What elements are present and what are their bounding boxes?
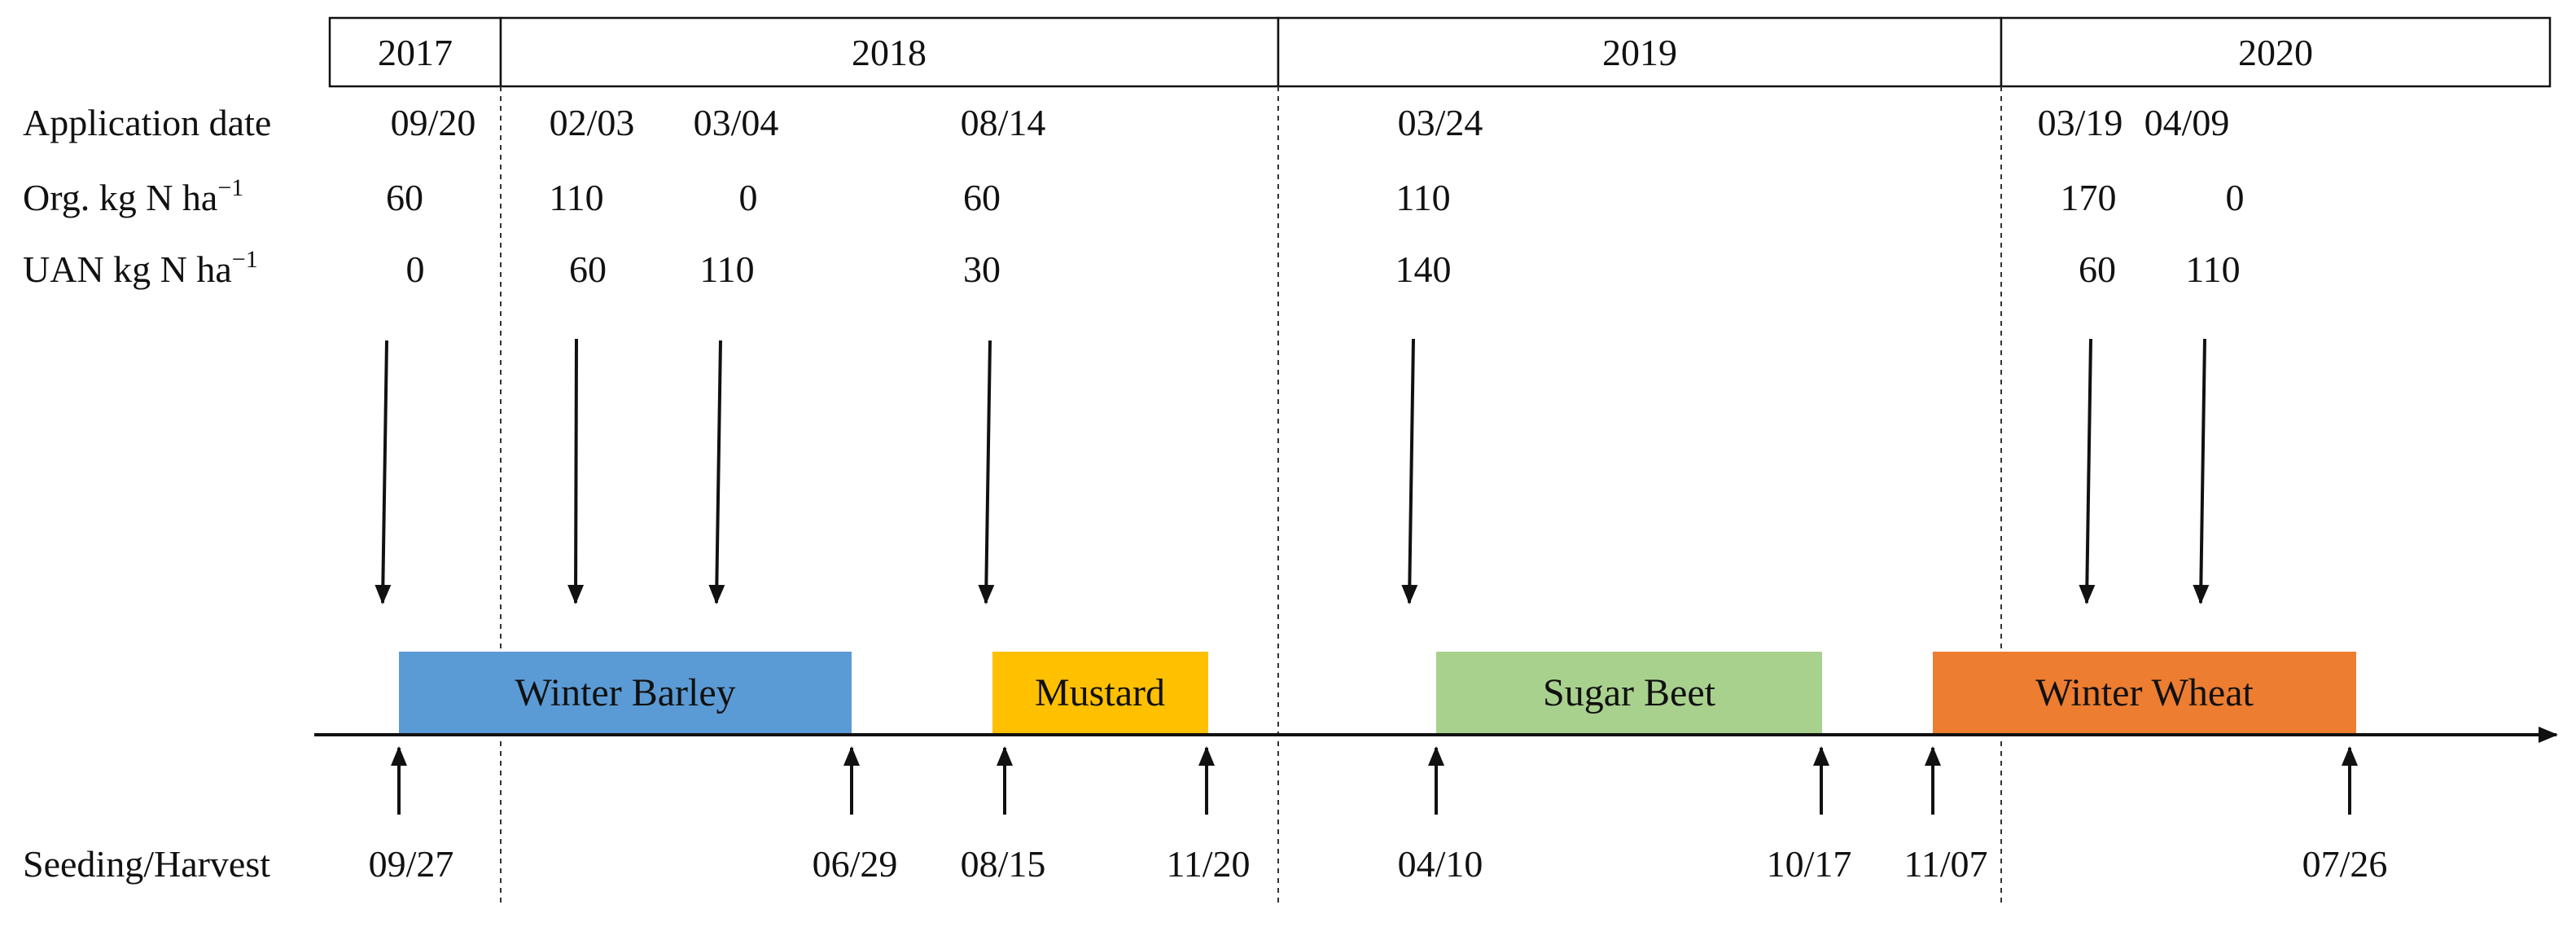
seeding-harvest-date: 09/27 [369, 843, 454, 885]
crop-label-winter-barley: Winter Barley [515, 671, 735, 714]
year-box-2018 [499, 16, 1280, 88]
application-arrow [1401, 338, 1418, 604]
uan-n-value: 30 [963, 248, 1001, 290]
org-n-value: 0 [739, 177, 758, 218]
year-label-2019: 2019 [1602, 32, 1677, 73]
application-arrow [375, 340, 392, 604]
seeding-harvest-arrows [391, 746, 2358, 815]
org-n-value: 110 [1395, 177, 1450, 218]
crop-label-winter-wheat: Winter Wheat [2035, 671, 2254, 714]
org-n-label-prefix: Org. kg N ha [23, 177, 217, 218]
uan-n-value: 140 [1395, 248, 1452, 290]
uan-n-value: 60 [569, 248, 607, 290]
application-arrow [2079, 338, 2096, 604]
row-labels: Application date Org. kg N ha−1 UAN kg N… [23, 102, 271, 885]
org-n-value: 170 [2061, 177, 2117, 218]
uan-n-label: UAN kg N ha−1 [23, 246, 258, 290]
crop-bars: Winter Barley Mustard Sugar Beet Winter … [399, 652, 2356, 735]
year-box-2019 [1277, 16, 2003, 88]
application-arrow [2193, 338, 2210, 604]
uan-n-value: 110 [699, 248, 754, 290]
org-n-value: 110 [549, 177, 603, 218]
application-date-label: Application date [23, 102, 271, 143]
year-box-2017 [328, 16, 502, 88]
seeding-harvest-dates: 09/27 06/29 08/15 11/20 04/10 10/17 11/0… [369, 843, 2388, 885]
uan-n-label-superscript: −1 [232, 246, 258, 273]
seeding-harvest-date: 10/17 [1767, 843, 1852, 885]
org-n-value: 60 [386, 177, 423, 218]
org-n-values: 60 110 0 60 110 170 0 [386, 177, 2245, 218]
seeding-harvest-date: 04/10 [1398, 843, 1483, 885]
year-dividers [500, 86, 2002, 904]
application-date: 03/24 [1398, 102, 1483, 143]
uan-n-value: 60 [2079, 248, 2116, 290]
application-arrow [978, 340, 995, 604]
application-date: 03/19 [2038, 102, 2123, 143]
seeding-harvest-date: 07/26 [2302, 843, 2388, 885]
application-date: 03/04 [694, 102, 779, 143]
seeding-harvest-date: 11/20 [1166, 843, 1250, 885]
org-n-value: 0 [2226, 177, 2245, 218]
seeding-harvest-date: 08/15 [961, 843, 1046, 885]
uan-n-value: 110 [2185, 248, 2240, 290]
uan-n-label-prefix: UAN kg N ha [23, 248, 232, 290]
seeding-harvest-date: 06/29 [813, 843, 898, 885]
application-date: 08/14 [961, 102, 1046, 143]
application-date: 04/09 [2144, 102, 2230, 143]
org-n-label-superscript: −1 [217, 174, 243, 201]
seeding-harvest-label: Seeding/Harvest [23, 843, 270, 885]
crop-bar-mustard [992, 652, 1208, 735]
year-label-2017: 2017 [378, 32, 453, 73]
year-label-2018: 2018 [852, 32, 927, 73]
year-header: 2017 2018 2019 2020 [328, 16, 2552, 88]
uan-n-value: 0 [406, 248, 425, 290]
year-label-2020: 2020 [2238, 32, 2313, 73]
crop-bar-winter-wheat [1933, 652, 2356, 735]
crop-label-mustard: Mustard [1035, 671, 1165, 714]
crop-bar-sugar-beet [1436, 652, 1822, 735]
org-n-label: Org. kg N ha−1 [23, 174, 243, 218]
application-arrow [708, 340, 725, 604]
application-dates: 09/20 02/03 03/04 08/14 03/24 03/19 04/0… [391, 102, 2230, 143]
application-arrows [375, 338, 2210, 604]
crop-label-sugar-beet: Sugar Beet [1543, 671, 1716, 714]
org-n-value: 60 [963, 177, 1001, 218]
application-date: 02/03 [550, 102, 635, 143]
year-box-2020 [2000, 16, 2552, 88]
crop-bar-winter-barley [399, 652, 852, 735]
seeding-harvest-date: 11/07 [1904, 843, 1987, 885]
application-date: 09/20 [391, 102, 476, 143]
uan-n-values: 0 60 110 30 140 60 110 [406, 248, 2241, 290]
